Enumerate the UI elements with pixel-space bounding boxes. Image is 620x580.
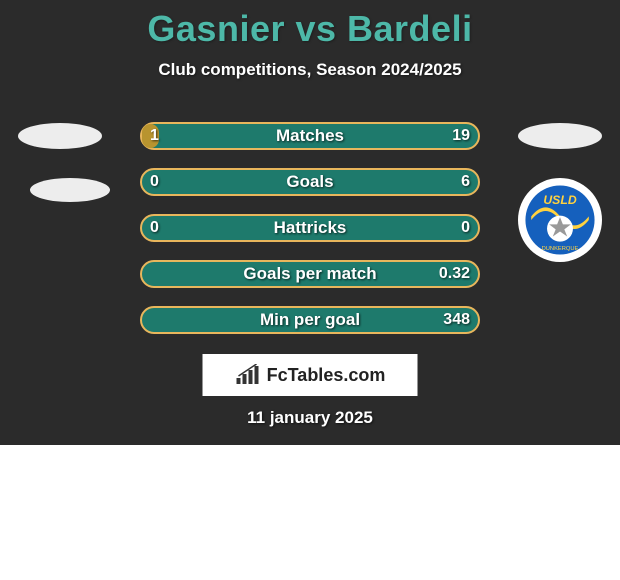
brand-text: FcTables.com — [267, 365, 386, 386]
stat-row: Goals per match0.32 — [140, 260, 480, 288]
brand-chart-icon — [235, 364, 263, 386]
stat-row: 0Goals6 — [140, 168, 480, 196]
svg-text:DUNKERQUE: DUNKERQUE — [542, 246, 579, 252]
club-crest-icon: USLD DUNKERQUE — [524, 184, 596, 256]
stat-row: Min per goal348 — [140, 306, 480, 334]
stat-right-value: 19 — [452, 127, 470, 145]
date-label: 11 january 2025 — [0, 408, 620, 428]
stat-label: Min per goal — [140, 310, 480, 330]
stat-right-value: 0.32 — [439, 265, 470, 283]
page-title: Gasnier vs Bardeli — [0, 0, 620, 50]
stat-label: Goals — [140, 172, 480, 192]
stat-label: Matches — [140, 126, 480, 146]
stat-row: 0Hattricks0 — [140, 214, 480, 242]
subtitle: Club competitions, Season 2024/2025 — [0, 60, 620, 80]
brand-box[interactable]: FcTables.com — [203, 354, 418, 396]
stat-label: Hattricks — [140, 218, 480, 238]
player-right-club-crest: USLD DUNKERQUE — [518, 178, 602, 262]
stat-right-value: 348 — [443, 311, 470, 329]
stat-right-value: 6 — [461, 173, 470, 191]
player-left-badge-1 — [18, 123, 102, 149]
comparison-card: Gasnier vs Bardeli Club competitions, Se… — [0, 0, 620, 445]
stat-bars-container: 1Matches190Goals60Hattricks0Goals per ma… — [140, 122, 480, 352]
player-right-badge-1 — [518, 123, 602, 149]
svg-text:USLD: USLD — [543, 193, 576, 207]
player-left-badge-2 — [30, 178, 110, 202]
stat-label: Goals per match — [140, 264, 480, 284]
stat-row: 1Matches19 — [140, 122, 480, 150]
stat-right-value: 0 — [461, 219, 470, 237]
